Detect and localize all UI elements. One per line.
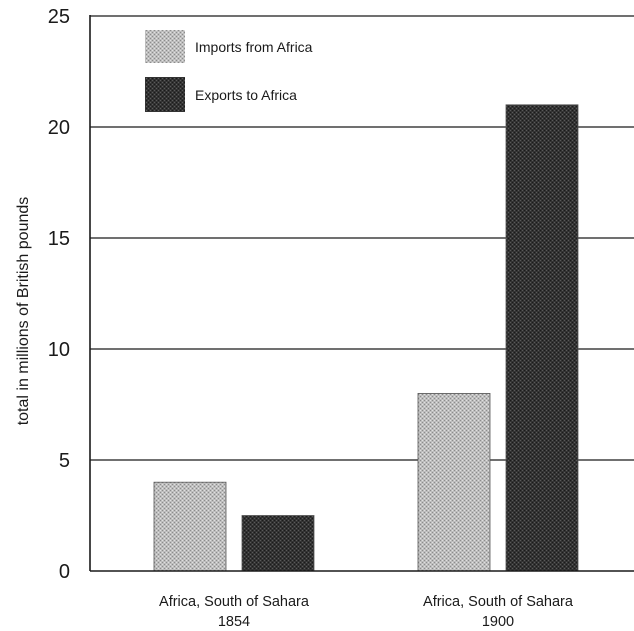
y-tick-label-0: 0 <box>59 561 70 583</box>
bar-imports-1900 <box>417 392 491 572</box>
legend-label-exports: Exports to Africa <box>195 87 297 103</box>
y-axis-title: total in millions of British pounds <box>15 197 32 426</box>
y-tick-label-25: 25 <box>48 6 70 28</box>
category-label-1854-year: 1854 <box>218 614 250 630</box>
y-tick-label-10: 10 <box>48 339 70 361</box>
y-tick-label-15: 15 <box>48 228 70 250</box>
y-tick-label-20: 20 <box>48 117 70 139</box>
category-label-1900-year: 1900 <box>482 614 514 630</box>
bar-exports-1900 <box>505 104 579 572</box>
y-tick-label-5: 5 <box>59 450 70 472</box>
bars <box>153 104 579 572</box>
axes <box>89 15 634 572</box>
category-label-1854-region: Africa, South of Sahara <box>159 594 310 610</box>
legend-swatch-imports <box>145 30 185 63</box>
y-tick-labels: 0 5 10 15 20 25 <box>48 6 70 583</box>
category-labels: Africa, South of Sahara 1854 Africa, South… <box>159 594 574 630</box>
legend: Imports from Africa Exports to Africa <box>145 30 313 112</box>
bar-exports-1854 <box>241 515 315 572</box>
bar-imports-1854 <box>153 481 227 572</box>
legend-swatch-exports <box>145 77 185 112</box>
category-label-1900-region: Africa, South of Sahara <box>423 594 574 610</box>
legend-label-imports: Imports from Africa <box>195 39 313 55</box>
